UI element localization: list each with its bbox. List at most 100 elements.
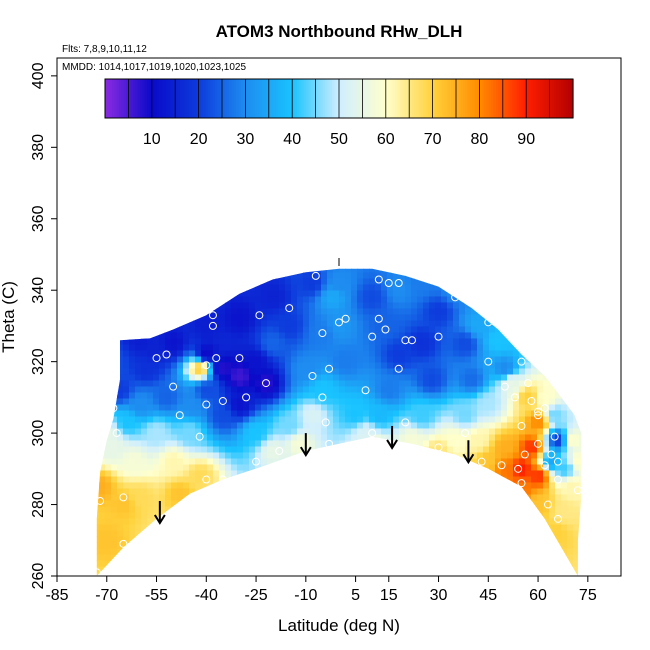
heatmap-cell — [153, 434, 160, 441]
heatmap-cell — [483, 254, 490, 261]
heatmap-cell — [117, 422, 124, 429]
heatmap-cell — [597, 380, 604, 387]
heatmap-cell — [183, 386, 190, 393]
heatmap-cell — [327, 530, 334, 537]
heatmap-cell — [573, 356, 580, 363]
heatmap-cell — [117, 290, 124, 297]
heatmap-cell — [321, 314, 328, 321]
heatmap-cell — [375, 268, 382, 273]
heatmap-cell — [147, 428, 154, 435]
heatmap-cell — [543, 410, 550, 417]
heatmap-cell — [489, 452, 496, 459]
heatmap-cell — [231, 350, 238, 357]
heatmap-cell — [333, 284, 340, 291]
heatmap-cell — [591, 260, 598, 267]
heatmap-cell — [405, 548, 412, 555]
heatmap-cell — [567, 554, 574, 561]
heatmap-cell — [237, 284, 244, 291]
heatmap-cell — [579, 332, 582, 339]
heatmap-cell — [477, 296, 484, 303]
heatmap-cell — [285, 338, 292, 345]
heatmap-cell — [501, 398, 508, 405]
heatmap-cell — [105, 260, 112, 267]
heatmap-cell — [201, 554, 208, 561]
heatmap-cell — [537, 410, 544, 417]
heatmap-cell — [411, 458, 418, 465]
heatmap-cell — [273, 494, 280, 501]
heatmap-cell — [333, 290, 340, 297]
heatmap-cell — [519, 566, 526, 573]
heatmap-cell — [207, 278, 214, 285]
heatmap-cell — [585, 320, 592, 327]
heatmap-cell — [225, 410, 232, 417]
heatmap-cell — [339, 530, 346, 537]
heatmap-cell — [315, 536, 322, 543]
heatmap-cell — [231, 416, 238, 423]
heatmap-cell — [165, 290, 172, 297]
heatmap-cell — [159, 296, 166, 303]
heatmap-cell — [555, 356, 562, 363]
heatmap-cell — [549, 356, 556, 363]
heatmap-cell — [135, 566, 142, 573]
heatmap-cell — [495, 416, 502, 423]
heatmap-cell — [483, 548, 490, 555]
heatmap-cell — [357, 506, 364, 513]
heatmap-cell — [75, 476, 82, 483]
heatmap-cell — [381, 284, 388, 291]
heatmap-cell — [249, 268, 256, 273]
heatmap-cell — [507, 482, 514, 489]
heatmap-cell — [303, 308, 310, 315]
heatmap-cell — [303, 488, 310, 495]
heatmap-cell — [591, 536, 598, 543]
heatmap-cell — [195, 338, 202, 345]
heatmap-cell — [399, 320, 406, 327]
heatmap-cell — [489, 404, 496, 411]
heatmap-cell — [315, 308, 322, 315]
heatmap-cell — [129, 470, 136, 477]
heatmap-cell — [447, 284, 454, 291]
heatmap-cell — [609, 326, 616, 333]
heatmap-cell — [417, 428, 424, 435]
heatmap-cell — [153, 446, 160, 453]
heatmap-cell — [159, 290, 166, 297]
heatmap-cell — [237, 290, 244, 297]
heatmap-cell — [237, 524, 244, 531]
heatmap-cell — [573, 488, 580, 495]
heatmap-cell — [489, 344, 496, 351]
heatmap-cell — [315, 476, 322, 483]
heatmap-cell — [591, 338, 598, 345]
heatmap-cell — [183, 344, 190, 351]
heatmap-cell — [567, 356, 574, 363]
heatmap-cell — [375, 368, 382, 375]
heatmap-cell — [339, 254, 346, 261]
heatmap-cell — [417, 416, 424, 423]
heatmap-cell — [399, 362, 406, 369]
heatmap-cell — [501, 290, 508, 297]
heatmap-cell — [165, 326, 172, 333]
heatmap-cell — [195, 542, 202, 549]
heatmap-cell — [141, 428, 148, 435]
heatmap-cell — [453, 320, 460, 327]
heatmap-cell — [531, 410, 538, 417]
heatmap-cell — [345, 512, 352, 519]
heatmap-cell — [495, 530, 502, 537]
heatmap-cell — [261, 440, 268, 447]
heatmap-cell — [519, 446, 526, 453]
heatmap-cell — [189, 470, 196, 477]
heatmap-cell — [363, 482, 370, 489]
heatmap-cell — [303, 494, 310, 501]
heatmap-cell — [177, 470, 184, 477]
heatmap-cell — [69, 530, 76, 537]
heatmap-cell — [477, 374, 484, 381]
heatmap-cell — [363, 428, 370, 435]
heatmap-cell — [261, 284, 268, 291]
heatmap-cell — [537, 482, 544, 489]
heatmap-cell — [345, 338, 352, 345]
heatmap-cell — [369, 458, 376, 465]
heatmap-cell — [57, 362, 64, 369]
heatmap-cell — [87, 512, 94, 519]
heatmap-cell — [189, 440, 196, 447]
heatmap-cell — [225, 260, 232, 267]
heatmap-cell — [177, 494, 184, 501]
heatmap-cell — [513, 374, 520, 381]
